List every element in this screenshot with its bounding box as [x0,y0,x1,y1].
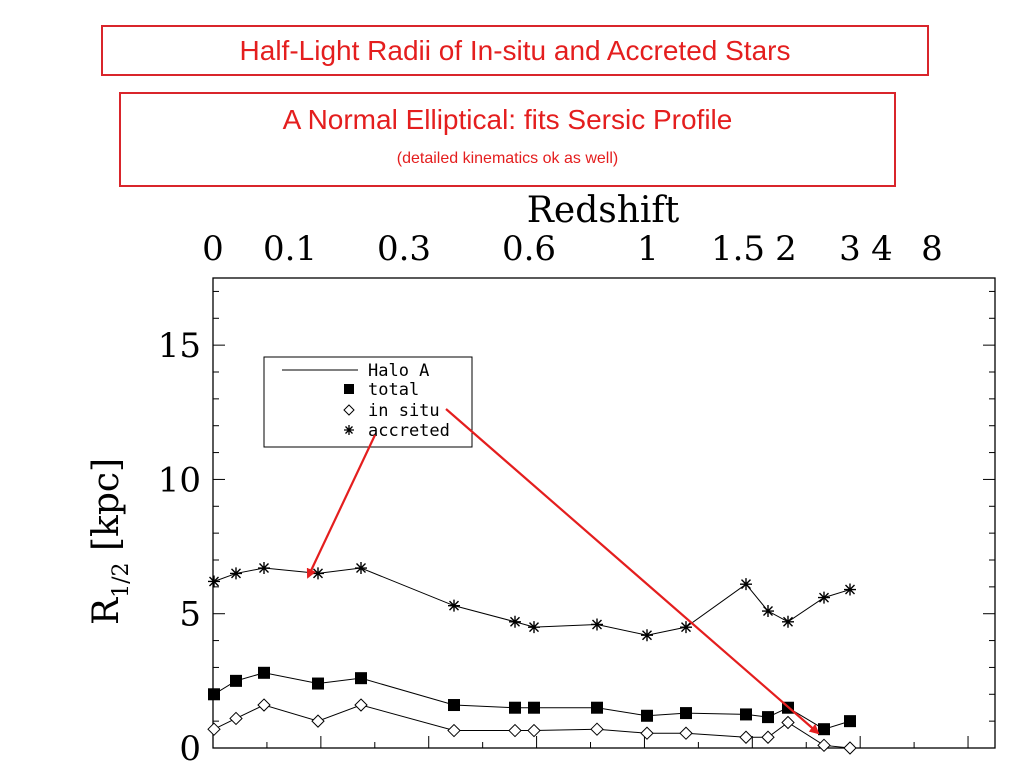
y-tick-label: 15 [158,326,201,366]
data-point-accreted [355,562,367,575]
data-point-accreted [509,615,521,628]
data-point-in-situ [508,723,522,738]
data-point-in-situ [761,730,775,744]
data-point-in-situ [679,726,693,740]
subtitle-box: A Normal Elliptical: fits Sersic Profile… [119,92,896,187]
legend-label: Halo A [368,361,429,381]
data-point-in-situ [817,738,831,753]
legend-symbol-asterisk [344,425,354,435]
data-point-total [740,708,752,721]
data-point-total [818,723,830,736]
data-point-accreted [208,575,220,588]
slide-subtitle: A Normal Elliptical: fits Sersic Profile [282,104,733,135]
top-tick-label: 2 [775,229,797,269]
data-point-accreted [740,578,752,591]
data-point-total [208,688,220,701]
series-line-in-situ [213,704,851,749]
data-point-in-situ [640,726,654,740]
data-point-total [355,672,367,685]
data-point-total [448,699,460,712]
y-tick-label: 5 [179,595,201,635]
data-point-accreted [680,621,692,634]
top-tick-label: 1 [637,229,659,269]
top-tick-label: 4 [871,229,893,269]
data-point-total [680,707,692,720]
y-tick-label: 10 [158,460,201,500]
data-point-in-situ [527,723,541,738]
data-point-accreted [230,567,242,580]
annotation-arrow-accreted [306,434,376,579]
y-axis-label: R1/2 [kpc] [86,458,134,625]
slide-note: (detailed kinematics ok as well) [396,150,619,167]
series-line-total [213,672,851,730]
data-point-accreted [528,621,540,634]
legend-symbol-diamond [343,404,355,416]
data-point-accreted [844,583,856,596]
data-point-in-situ [843,741,857,755]
top-tick-label: 0.1 [263,229,317,269]
top-tick-label: 0.3 [377,229,431,269]
title-box: Half-Light Radii of In-situ and Accreted… [101,25,929,76]
legend-label: total [368,380,419,400]
slide-title: Half-Light Radii of In-situ and Accreted… [239,34,791,66]
data-point-accreted [818,591,830,604]
top-axis-label: Redshift [527,190,680,231]
data-point-accreted [641,629,653,642]
data-point-accreted [258,562,270,575]
data-point-in-situ [311,714,325,728]
data-point-total [591,701,603,714]
plot-frame [212,277,996,749]
data-point-total [230,674,242,687]
data-point-in-situ [354,698,368,712]
top-tick-label: 0.6 [502,229,556,269]
data-point-accreted [782,615,794,628]
series-line-accreted [213,567,851,636]
data-point-in-situ [257,698,271,712]
data-point-in-situ [739,730,753,744]
data-point-in-situ [447,723,461,738]
data-point-total [258,666,270,679]
legend-symbol-square [344,384,354,394]
data-point-in-situ [229,711,243,726]
data-point-total [844,715,856,728]
legend-label: in situ [368,401,440,421]
annotation-arrow-in-situ [445,408,820,735]
data-point-accreted [448,599,460,612]
data-point-in-situ [207,722,221,736]
y-tick-label: 0 [179,729,201,768]
data-point-total [528,701,540,714]
data-point-in-situ [781,715,795,730]
data-point-in-situ [590,722,604,736]
top-tick-label: 0 [202,229,224,269]
legend-label: accreted [368,421,450,441]
top-tick-label: 8 [921,229,943,269]
top-tick-label: 1.5 [711,229,765,269]
legend-box [263,356,473,448]
data-point-total [762,711,774,724]
data-point-total [509,701,521,714]
data-point-total [641,709,653,722]
data-point-accreted [591,618,603,631]
data-point-accreted [312,567,324,580]
top-tick-label: 3 [839,229,861,269]
data-point-total [312,677,324,690]
data-point-accreted [762,605,774,618]
